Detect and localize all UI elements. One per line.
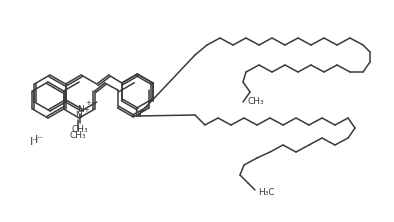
- Text: I⁻: I⁻: [30, 137, 39, 147]
- Text: +: +: [85, 100, 91, 106]
- Text: CH₃: CH₃: [70, 131, 87, 141]
- Text: H₃C: H₃C: [258, 188, 275, 196]
- Text: N: N: [134, 110, 141, 119]
- Text: I⁻: I⁻: [35, 135, 44, 145]
- Text: +: +: [83, 107, 89, 113]
- Text: CH₃: CH₃: [248, 97, 265, 107]
- Text: N: N: [77, 105, 84, 113]
- Text: N: N: [75, 111, 82, 121]
- Text: CH₃: CH₃: [72, 125, 89, 133]
